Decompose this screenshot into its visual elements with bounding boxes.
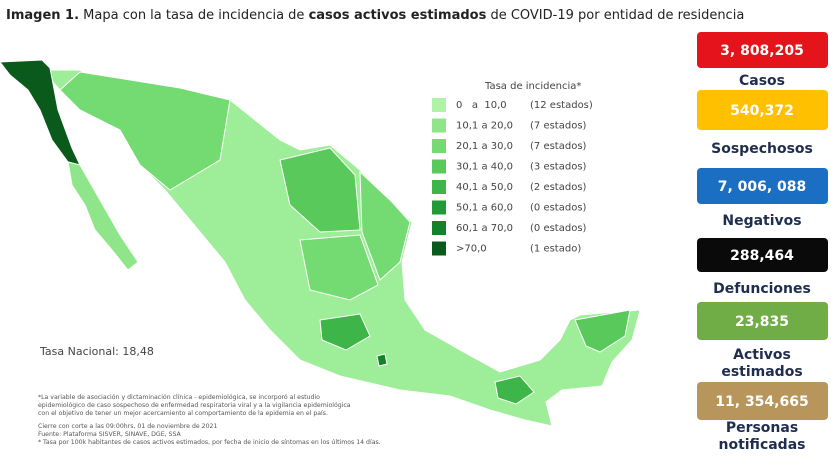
stat-label: notificadas: [718, 437, 805, 453]
state-ne: [359, 170, 411, 281]
legend-range: 40,1 a 50,0: [456, 182, 513, 193]
state-south: [494, 375, 535, 405]
legend-range: 60,1 a 70,0: [456, 223, 513, 234]
legend-range: 10,1 a 20,0: [456, 121, 513, 132]
title: Imagen 1. Mapa con la tasa de incidencia…: [6, 8, 744, 23]
state-small: [376, 353, 388, 367]
legend-swatch: [432, 118, 446, 133]
legend-swatch: [432, 98, 446, 112]
title-part: de COVID-19 por entidad de residencia: [486, 8, 744, 23]
stat-value: 11, 354,665: [715, 394, 808, 410]
legend-count: (2 estados): [530, 182, 587, 193]
stats: 3, 808,205 Casos 540,372 Sospechosos 7, 006,…: [697, 32, 828, 453]
legend-count: (3 estados): [530, 162, 587, 173]
stat-value: 23,835: [735, 314, 789, 330]
national-rate: Tasa Nacional: 18,48: [39, 345, 154, 358]
stat-label: Negativos: [722, 213, 801, 229]
stat-value: 288,464: [730, 248, 794, 264]
legend-range: 30,1 a 40,0: [456, 162, 513, 173]
legend-swatch: [432, 139, 446, 153]
legend: 0 a 10,0 (12 estados) 10,1 a 20,0 (7 estado…: [432, 98, 593, 256]
legend-swatch: [432, 180, 446, 194]
note: Cierre con corte a las 09:00hrs, 01 de n…: [38, 423, 217, 430]
notes: *La variable de asociación y dictaminaci…: [38, 393, 381, 446]
legend-title: Tasa de incidencia*: [484, 81, 581, 92]
state-bcs: [67, 161, 139, 271]
legend-count: (7 estados): [530, 121, 587, 132]
note: epidemiológico de caso sospechoso de enf…: [38, 401, 351, 409]
state-north: [59, 71, 231, 191]
note: con el objetivo de tener un mejor acerca…: [38, 409, 328, 417]
stat-box: [697, 90, 828, 130]
stat-value: 3, 808,205: [720, 43, 804, 59]
title-part: Mapa con la tasa de incidencia de: [79, 8, 309, 23]
legend-count: (7 estados): [530, 141, 587, 152]
legend-range: 50,1 a 60,0: [456, 203, 513, 214]
legend-swatch: [432, 241, 446, 256]
stat-label: Activos: [733, 347, 791, 363]
state-center: [299, 234, 379, 301]
legend-count: (0 estados): [530, 223, 587, 234]
state-guanajuato: [319, 313, 371, 351]
legend-range: 20,1 a 30,0: [456, 141, 513, 152]
note: Fuente: Plataforma SISVER, SINAVE, DGE, …: [38, 431, 182, 438]
legend-swatch: [432, 200, 446, 215]
legend-range: >70,0: [456, 244, 487, 255]
legend-swatch: [432, 159, 446, 174]
stat-box: [697, 168, 828, 204]
legend-swatch: [432, 221, 446, 235]
state-yucatan: [574, 309, 631, 353]
legend-range: 0 a 10,0: [456, 100, 507, 111]
title-part: Imagen 1.: [6, 8, 79, 23]
stat-value: 7, 006, 088: [718, 179, 807, 195]
stat-label: estimados: [721, 364, 802, 380]
stat-label: Casos: [739, 73, 785, 89]
stat-value: 540,372: [730, 103, 794, 119]
legend-count: (0 estados): [530, 203, 587, 214]
stat-box: [697, 238, 828, 272]
stat-label: Sospechosos: [711, 141, 813, 157]
note: *La variable de asociación y dictaminaci…: [38, 393, 320, 401]
title-part: casos activos estimados: [309, 8, 487, 23]
note: * Tasa por 100k habitantes de casos acti…: [38, 438, 381, 446]
stat-label: Personas: [726, 420, 798, 436]
map: [0, 59, 641, 427]
legend-count: (12 estados): [530, 100, 593, 111]
stat-box: [697, 302, 828, 340]
stat-box: [697, 382, 828, 420]
stat-box: [697, 32, 828, 68]
state-coahuila: [279, 147, 361, 233]
legend-count: (1 estado): [530, 244, 581, 255]
stat-label: Defunciones: [713, 281, 811, 297]
